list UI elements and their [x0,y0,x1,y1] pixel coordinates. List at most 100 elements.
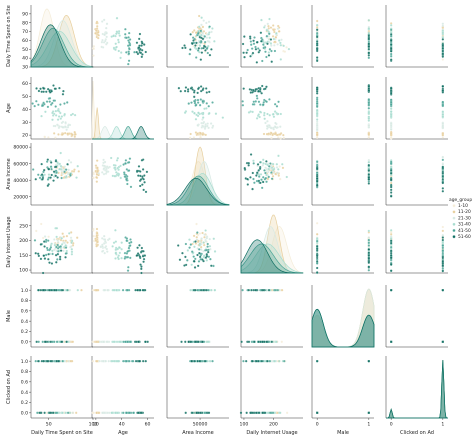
point-51-60 [37,288,40,292]
point-51-60 [441,55,445,58]
y-tick-label: 250 [19,223,28,229]
kde-31-40 [240,243,304,274]
point-1-10 [92,47,95,51]
point-51-60 [207,411,211,415]
point-41-50 [124,33,127,36]
point-51-60 [195,41,198,45]
point-51-60 [38,411,41,415]
point-31-40 [201,116,205,119]
point-21-30 [60,121,64,125]
y-tick-label: 200 [19,238,28,244]
point-41-50 [63,102,66,105]
point-31-40 [367,19,371,22]
point-51-60 [40,162,43,166]
point-21-30 [58,125,61,128]
point-41-50 [250,43,253,46]
panel-1-3 [240,77,303,140]
point-21-30 [105,41,109,45]
point-51-60 [389,172,393,175]
point-21-30 [102,242,106,245]
y-tick-label: 0.8 [21,369,28,375]
point-51-60 [389,191,393,194]
point-21-30 [69,236,73,239]
point-11-20 [195,236,199,239]
kde-31-40 [30,30,94,68]
point-51-60 [198,35,202,39]
point-41-50 [33,239,37,242]
point-51-60 [184,255,187,259]
point-41-50 [315,102,319,105]
kde-41-50 [386,359,449,419]
point-1-10 [47,235,50,238]
point-41-50 [441,246,445,250]
point-51-60 [46,87,50,91]
point-41-50 [273,49,277,53]
point-51-60 [178,258,182,261]
point-51-60 [315,411,319,415]
point-11-20 [69,231,73,234]
point-21-30 [199,240,202,243]
point-51-60 [389,178,393,181]
point-51-60 [194,340,198,344]
point-51-60 [54,165,58,169]
point-51-60 [195,411,198,415]
point-31-40 [117,38,120,42]
point-11-20 [271,24,275,27]
point-51-60 [36,252,40,256]
point-41-50 [389,245,393,249]
point-11-20 [194,242,198,245]
point-51-60 [441,187,445,190]
point-51-60 [248,35,252,38]
point-21-30 [63,165,66,168]
x-tick-label: 1 [367,422,370,428]
point-51-60 [46,184,50,187]
point-51-60 [441,269,445,273]
point-51-60 [247,340,251,344]
point-11-20 [95,176,98,179]
point-21-30 [389,128,393,131]
point-41-50 [64,168,68,171]
point-51-60 [139,174,142,178]
point-11-20 [72,170,76,173]
point-31-40 [367,27,371,30]
point-1-10 [278,165,281,168]
point-41-50 [251,103,255,106]
point-11-20 [80,288,83,292]
point-41-50 [129,244,132,247]
point-11-20 [95,180,99,183]
y-tick-label: 60000 [13,161,28,167]
point-21-30 [201,124,204,128]
point-51-60 [140,44,143,47]
point-41-50 [125,411,128,415]
point-51-60 [441,38,445,41]
point-1-10 [315,222,319,225]
point-41-50 [124,159,128,162]
point-11-20 [192,234,196,238]
point-21-30 [105,22,109,26]
point-11-20 [62,235,65,238]
point-51-60 [204,87,208,90]
point-31-40 [277,39,281,42]
point-41-50 [257,175,261,178]
point-1-10 [91,340,95,344]
point-1-10 [277,136,280,139]
x-tick-label: 100 [89,422,98,428]
point-11-20 [269,26,273,29]
point-51-60 [58,257,62,261]
point-41-50 [55,411,59,415]
point-21-30 [206,122,209,125]
point-51-60 [259,88,262,91]
point-41-50 [34,359,37,363]
point-31-40 [367,117,371,120]
point-31-40 [267,167,271,171]
point-31-40 [117,257,120,261]
point-41-50 [192,255,195,258]
point-31-40 [279,58,283,61]
point-51-60 [263,411,267,415]
point-11-20 [97,36,100,40]
y-tick-label: 0.4 [21,319,28,325]
point-31-40 [114,168,117,171]
point-1-10 [41,236,45,240]
point-41-50 [268,32,271,36]
point-51-60 [141,42,144,45]
